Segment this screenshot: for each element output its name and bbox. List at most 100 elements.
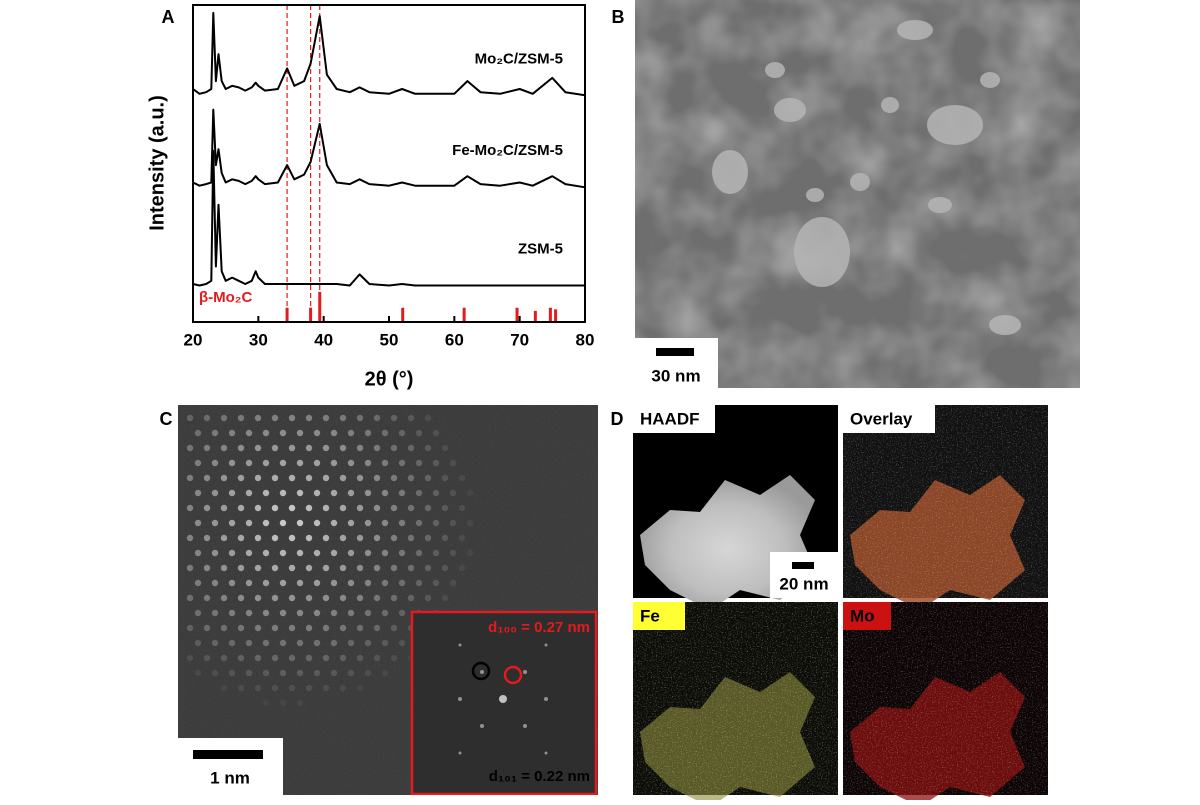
atom xyxy=(237,474,245,482)
atom xyxy=(339,414,347,422)
atom xyxy=(228,489,236,497)
atom xyxy=(279,459,287,467)
x-tick-label: 20 xyxy=(184,330,203,349)
atom xyxy=(390,534,398,542)
atom xyxy=(381,459,389,467)
atom xyxy=(237,414,245,422)
atom xyxy=(356,564,364,572)
atom xyxy=(186,414,194,422)
y-axis-label: Intensity (a.u.) xyxy=(146,95,168,231)
atom xyxy=(415,459,423,467)
atom xyxy=(415,579,423,587)
atom xyxy=(356,504,364,512)
atom xyxy=(466,519,474,527)
atom xyxy=(398,549,406,557)
atom xyxy=(288,474,296,482)
pattern-line xyxy=(192,11,586,97)
atom xyxy=(390,594,398,602)
atom xyxy=(194,579,202,587)
atom xyxy=(262,429,270,437)
atom xyxy=(245,429,253,437)
atom xyxy=(458,564,466,572)
atom xyxy=(432,489,440,497)
atom xyxy=(203,594,211,602)
atom xyxy=(313,609,321,617)
panel-label: C xyxy=(160,409,173,429)
atom xyxy=(322,624,330,632)
atom xyxy=(339,594,347,602)
atom xyxy=(381,609,389,617)
atom xyxy=(228,639,236,647)
atom xyxy=(211,639,219,647)
atom xyxy=(288,504,296,512)
atom xyxy=(271,444,279,452)
atom xyxy=(415,429,423,437)
atom xyxy=(364,429,372,437)
atom xyxy=(322,534,330,542)
atom xyxy=(262,549,270,557)
atom xyxy=(407,444,415,452)
atom xyxy=(305,624,313,632)
atom xyxy=(296,549,304,557)
atom xyxy=(364,579,372,587)
atom xyxy=(254,654,262,662)
atom xyxy=(322,474,330,482)
atom xyxy=(364,609,372,617)
atom xyxy=(220,444,228,452)
atom xyxy=(194,639,202,647)
atom xyxy=(262,699,270,707)
atom xyxy=(356,534,364,542)
scale-bar-label: 20 nm xyxy=(779,574,828,593)
atom xyxy=(228,669,236,677)
atom xyxy=(279,519,287,527)
atom xyxy=(330,639,338,647)
atom xyxy=(228,549,236,557)
atom xyxy=(245,549,253,557)
atom xyxy=(203,564,211,572)
x-axis-label: 2θ (°) xyxy=(365,368,414,390)
atom xyxy=(390,624,398,632)
atom xyxy=(373,474,381,482)
atom xyxy=(262,459,270,467)
atom xyxy=(245,459,253,467)
atom xyxy=(305,594,313,602)
atom xyxy=(449,489,457,497)
atom xyxy=(407,594,415,602)
atom xyxy=(203,654,211,662)
atom xyxy=(245,489,253,497)
atom xyxy=(347,579,355,587)
atom xyxy=(279,549,287,557)
atom xyxy=(330,459,338,467)
atom xyxy=(381,579,389,587)
x-tick-label: 30 xyxy=(249,330,268,349)
atom xyxy=(194,609,202,617)
atom xyxy=(194,489,202,497)
tile-label: Mo xyxy=(850,606,875,625)
atom xyxy=(211,459,219,467)
atom xyxy=(373,624,381,632)
atom xyxy=(356,444,364,452)
atom xyxy=(194,549,202,557)
atom xyxy=(254,594,262,602)
atom xyxy=(441,594,449,602)
x-tick-label: 80 xyxy=(576,330,595,349)
atom xyxy=(398,429,406,437)
atom xyxy=(211,669,219,677)
atom xyxy=(262,489,270,497)
x-tick-label: 50 xyxy=(380,330,399,349)
atom xyxy=(373,564,381,572)
x-tick-label: 60 xyxy=(445,330,464,349)
atom xyxy=(288,534,296,542)
atom xyxy=(254,564,262,572)
atom xyxy=(449,579,457,587)
atom xyxy=(441,534,449,542)
atom xyxy=(203,414,211,422)
atom xyxy=(339,564,347,572)
atom xyxy=(390,444,398,452)
atom xyxy=(424,414,432,422)
atom xyxy=(262,519,270,527)
atom xyxy=(194,669,202,677)
atom xyxy=(373,654,381,662)
atom xyxy=(347,639,355,647)
atom xyxy=(237,564,245,572)
